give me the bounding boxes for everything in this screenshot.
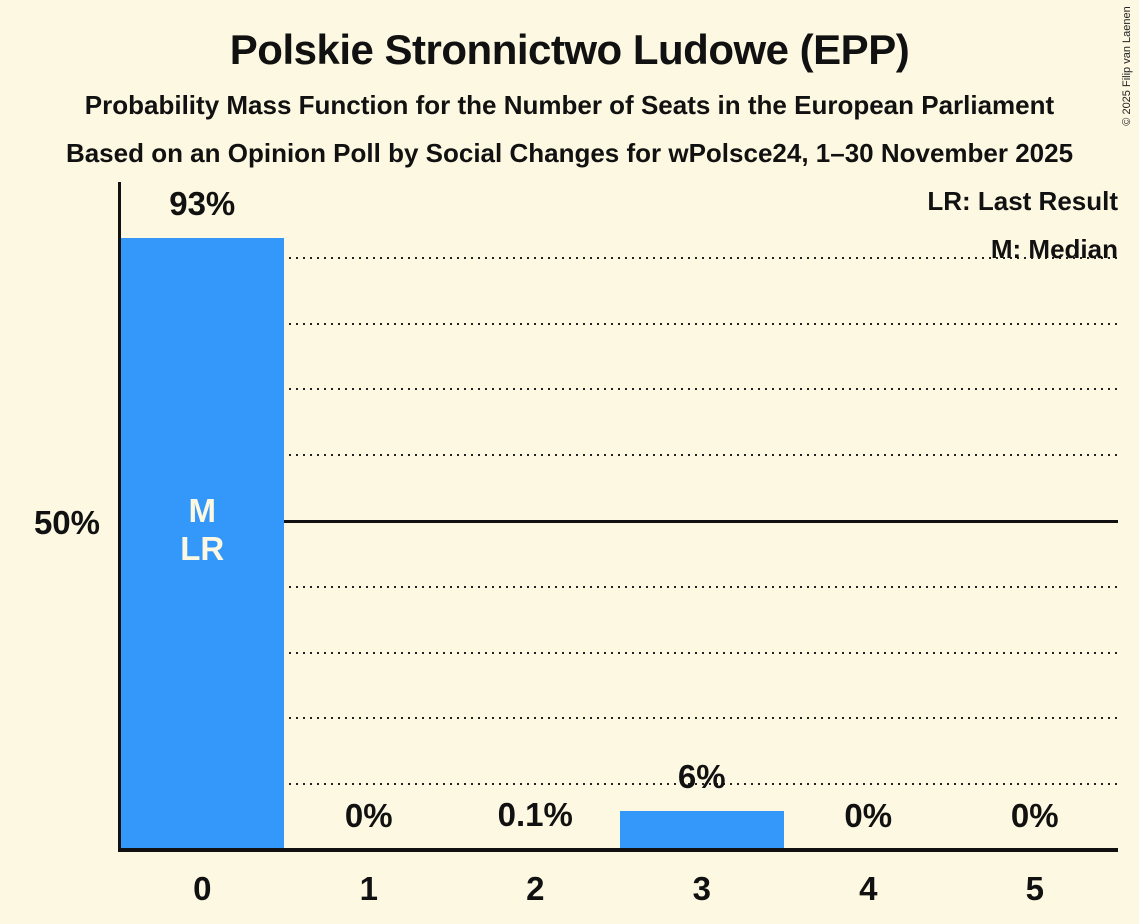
x-tick-label: 3 bbox=[692, 870, 711, 907]
x-tick-label: 2 bbox=[526, 870, 545, 907]
copyright-notice: © 2025 Filip van Laenen bbox=[1119, 6, 1135, 126]
bar-value-label: 0% bbox=[344, 797, 393, 834]
gridline-dotted-80 bbox=[121, 323, 1118, 325]
bar-value-label: 0% bbox=[1010, 797, 1059, 834]
gridline-dotted-30 bbox=[121, 652, 1118, 654]
gridline-dotted-10 bbox=[121, 783, 1118, 785]
gridline-dotted-40 bbox=[121, 586, 1118, 588]
copyright-text: © 2025 Filip van Laenen bbox=[1121, 6, 1133, 126]
gridline-dotted-60 bbox=[121, 454, 1118, 456]
x-tick-label: 1 bbox=[359, 870, 378, 907]
chart-title: Polskie Stronnictwo Ludowe (EPP) bbox=[229, 26, 910, 73]
annotation-line: LR bbox=[180, 530, 225, 567]
chart-subtitle: Probability Mass Function for the Number… bbox=[84, 90, 1055, 120]
bar-value-label: 0% bbox=[844, 797, 893, 834]
bar-seats-0 bbox=[120, 238, 284, 850]
gridline-dotted-90 bbox=[121, 257, 1118, 259]
bar-annotation-median-lastresult: M LR bbox=[119, 492, 286, 568]
annotation-line: M bbox=[188, 492, 217, 529]
y-axis-tick-label: 50% bbox=[33, 504, 100, 541]
bar-value-label: 0.1% bbox=[497, 796, 573, 834]
x-tick-label: 5 bbox=[1025, 870, 1044, 907]
gridline-solid-50 bbox=[121, 520, 1118, 523]
bar-value-label: 6% bbox=[677, 757, 726, 795]
gridline-dotted-70 bbox=[121, 388, 1118, 390]
legend-median: M: Median bbox=[990, 234, 1118, 264]
legend-last-result: LR: Last Result bbox=[927, 186, 1118, 216]
bar-value-label: 93% bbox=[169, 185, 236, 223]
x-tick-label: 0 bbox=[193, 870, 212, 907]
y-axis-line bbox=[118, 182, 121, 852]
chart-source-line: Based on an Opinion Poll by Social Chang… bbox=[65, 138, 1074, 168]
x-axis-line bbox=[118, 848, 1118, 852]
bar-seats-3 bbox=[620, 810, 784, 850]
gridline-dotted-20 bbox=[121, 717, 1118, 719]
x-tick-label: 4 bbox=[859, 870, 878, 907]
